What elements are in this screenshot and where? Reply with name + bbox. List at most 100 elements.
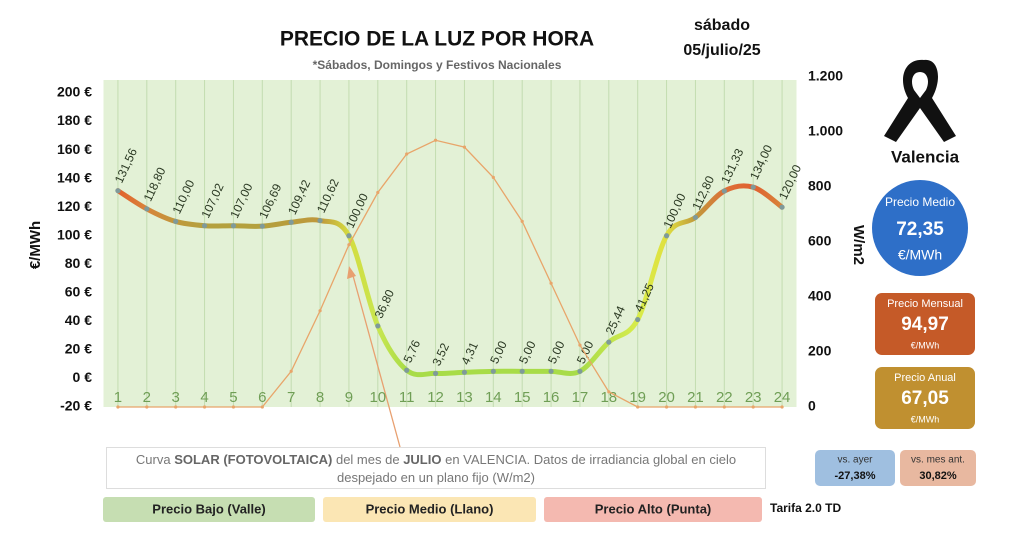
y-tick-label: 180 € (57, 112, 92, 128)
average-label: Precio Medio (885, 195, 955, 209)
x-tick-label: 23 (745, 389, 762, 406)
x-tick-label: 22 (716, 389, 733, 406)
y2-tick-label: 200 (808, 343, 832, 359)
x-tick-label: 4 (200, 389, 208, 406)
x-tick-label: 1 (114, 389, 122, 406)
arrow-head (347, 266, 356, 279)
x-tick-label: 11 (399, 389, 415, 406)
x-tick-label: 5 (229, 389, 237, 406)
solar-marker (549, 281, 553, 285)
monthly-label: Precio Mensual (887, 298, 963, 310)
ribbon-icon (884, 59, 956, 142)
y2-tick-label: 0 (808, 398, 816, 414)
solar-line (117, 139, 783, 408)
price-marker (144, 206, 150, 212)
solar-marker (722, 405, 726, 409)
y2-axis-label: W/m2 (850, 225, 867, 265)
x-tick-label: 7 (287, 389, 295, 406)
price-marker (173, 218, 179, 225)
solar-marker (607, 390, 611, 394)
solar-marker (202, 405, 207, 409)
x-tick-label: 17 (572, 389, 589, 406)
solar-marker (751, 405, 755, 409)
legend-box (103, 497, 315, 522)
solar-marker (491, 175, 495, 179)
vs_month-value: 30,82% (919, 470, 957, 482)
solar-marker (433, 138, 438, 142)
price-marker (375, 323, 381, 329)
price-marker (317, 217, 323, 224)
price-marker (519, 368, 525, 374)
price-marker (432, 370, 439, 377)
average-circle (872, 180, 968, 276)
annotation-part: SOLAR (FOTOVOLTAICA) (174, 452, 333, 467)
solar-marker (520, 219, 524, 223)
x-tick-label: 20 (658, 389, 675, 406)
solar-marker (664, 405, 669, 409)
price-marker (230, 223, 237, 229)
price-marker (404, 367, 410, 373)
y-tick-label: 60 € (65, 284, 92, 300)
weekday: sábado (694, 17, 750, 34)
price-marker (606, 339, 612, 345)
y-tick-label: 80 € (65, 255, 92, 271)
legend-box (323, 497, 536, 522)
annotation: Curva SOLAR (FOTOVOLTAICA) del mes de JU… (106, 447, 766, 489)
solar-marker (405, 152, 409, 156)
price-marker (346, 233, 352, 239)
solar-marker (462, 145, 467, 149)
tariff: Tarifa 2.0 TD (770, 501, 841, 515)
city: Valencia (891, 147, 960, 166)
y-tick-label: 40 € (65, 312, 92, 328)
x-tick-label: 14 (485, 389, 502, 406)
monthly-value: 94,97 (901, 314, 949, 335)
x-tick-label: 16 (543, 389, 560, 406)
price-marker (461, 369, 468, 375)
solar-marker (116, 405, 120, 409)
annotation-part: del mes de (332, 452, 404, 467)
average-unit: €/MWh (898, 247, 942, 263)
y2-tick-label: 1.000 (808, 123, 843, 139)
price-marker (779, 204, 785, 210)
solar-marker (318, 309, 322, 313)
annotation-arrow (351, 271, 401, 448)
price-marker (548, 368, 554, 374)
solar-marker (693, 405, 698, 409)
price-marker (663, 233, 670, 239)
x-tick-label: 8 (316, 389, 324, 406)
y2-tick-label: 1.200 (808, 68, 843, 84)
plot-background (103, 80, 797, 407)
x-tick-label: 6 (258, 389, 266, 406)
y-tick-label: -20 € (60, 398, 92, 414)
x-tick-label: 15 (514, 389, 531, 406)
subtitle: *Sábados, Domingos y Festivos Nacionales (313, 58, 562, 72)
x-tick-label: 21 (687, 389, 704, 406)
x-tick-label: 10 (369, 389, 386, 406)
legend-label: Precio Alto (Punta) (595, 501, 712, 516)
solar-marker (289, 369, 293, 373)
solar-marker (145, 405, 149, 409)
y2-tick-label: 800 (808, 178, 832, 194)
average-value: 72,35 (896, 219, 944, 240)
legend-label: Precio Bajo (Valle) (152, 501, 265, 516)
annual-unit: €/MWh (911, 414, 940, 424)
x-tick-label: 18 (600, 389, 617, 406)
y-tick-label: 120 € (57, 198, 92, 214)
legend-label: Precio Medio (Llano) (366, 501, 494, 516)
price-marker (490, 368, 496, 374)
monthly-unit: €/MWh (911, 340, 940, 350)
price-marker (288, 219, 294, 225)
vs_month-label: vs. mes ant. (911, 455, 965, 466)
price-marker (692, 214, 699, 221)
solar-marker (376, 190, 380, 195)
price-marker (721, 188, 727, 194)
monthly-box (875, 293, 975, 355)
vs_yesterday-box (815, 450, 895, 486)
y-tick-label: 0 € (73, 369, 93, 385)
vs_yesterday-label: vs. ayer (837, 455, 873, 466)
y-tick-label: 100 € (57, 226, 92, 242)
legend-box (544, 497, 762, 522)
x-tick-label: 2 (143, 389, 151, 406)
price-marker (750, 184, 756, 190)
y-tick-label: 160 € (57, 141, 92, 157)
